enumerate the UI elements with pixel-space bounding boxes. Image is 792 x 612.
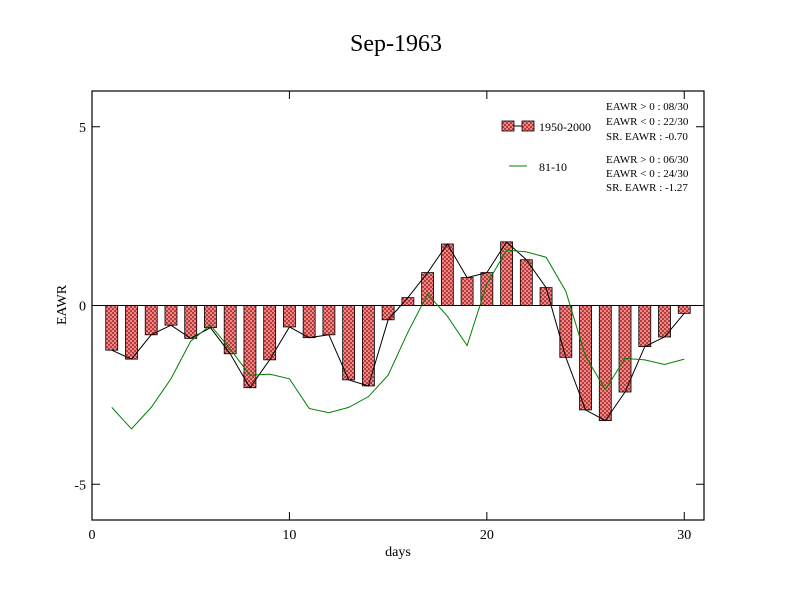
x-tick-label-0: 0 xyxy=(89,528,96,543)
stats-annotations: EAWR > 0 : 08/30 EAWR < 0 : 22/30 SR. EA… xyxy=(606,101,689,194)
y-tick-label-0: 0 xyxy=(79,300,86,315)
stat-negative-1950-2000: EAWR < 0 : 22/30 xyxy=(606,116,689,128)
stat-sr-81-10: SR. EAWR : -1.27 xyxy=(606,182,688,194)
chart-title: Sep-1963 xyxy=(350,31,442,57)
bar-day-16 xyxy=(401,297,415,306)
bar-day-24 xyxy=(559,305,573,358)
bar-day-10 xyxy=(283,305,296,328)
stat-positive-1950-2000: EAWR > 0 : 08/30 xyxy=(606,101,689,113)
x-axis-label: days xyxy=(385,545,411,560)
bar-day-19 xyxy=(460,277,474,306)
bar-day-25 xyxy=(579,305,592,411)
x-tick-label-30: 30 xyxy=(677,528,691,543)
bar-day-15 xyxy=(381,305,395,321)
legend: 1950-2000 81-10 xyxy=(501,120,591,174)
bar-day-14 xyxy=(361,305,375,387)
y-axis-label: EAWR xyxy=(55,284,70,325)
bar-day-4 xyxy=(164,305,178,326)
series-line-81-10 xyxy=(111,249,685,430)
stat-negative-81-10: EAWR < 0 : 24/30 xyxy=(606,168,689,180)
y-tick-label--5: -5 xyxy=(74,478,86,493)
lines-layer xyxy=(92,241,704,430)
bar-day-9 xyxy=(263,305,277,361)
bar-day-2 xyxy=(125,305,138,360)
bar-day-30 xyxy=(677,305,691,314)
bar-day-1 xyxy=(105,305,119,351)
bar-day-26 xyxy=(598,305,612,422)
legend-swatch-1950-2000 xyxy=(501,120,515,132)
bar-day-27 xyxy=(618,305,632,393)
bar-day-7 xyxy=(223,305,237,355)
bar-day-11 xyxy=(302,305,316,339)
bar-day-12 xyxy=(322,305,336,336)
bar-day-3 xyxy=(144,305,158,336)
bar-day-5 xyxy=(184,305,198,339)
ticks-layer: 0 10 20 30 5 0 -5 xyxy=(74,91,704,543)
legend-label-1950-2000: 1950-2000 xyxy=(539,120,591,134)
legend-swatch-1950-2000-right xyxy=(521,120,535,132)
stat-positive-81-10: EAWR > 0 : 06/30 xyxy=(606,154,689,166)
bar-day-6 xyxy=(204,305,217,329)
legend-label-81-10: 81-10 xyxy=(539,160,567,174)
stat-sr-1950-2000: SR. EAWR : -0.70 xyxy=(606,131,688,143)
bar-day-13 xyxy=(342,305,356,381)
y-tick-label-5: 5 xyxy=(79,121,86,136)
bar-day-18 xyxy=(440,243,454,306)
series-line-1950-2000 xyxy=(111,241,685,422)
bar-day-22 xyxy=(519,259,533,306)
x-tick-label-10: 10 xyxy=(282,528,296,543)
x-tick-label-20: 20 xyxy=(480,528,494,543)
bars-layer xyxy=(105,241,691,422)
bar-day-21 xyxy=(500,241,513,306)
bar-day-28 xyxy=(638,305,652,348)
